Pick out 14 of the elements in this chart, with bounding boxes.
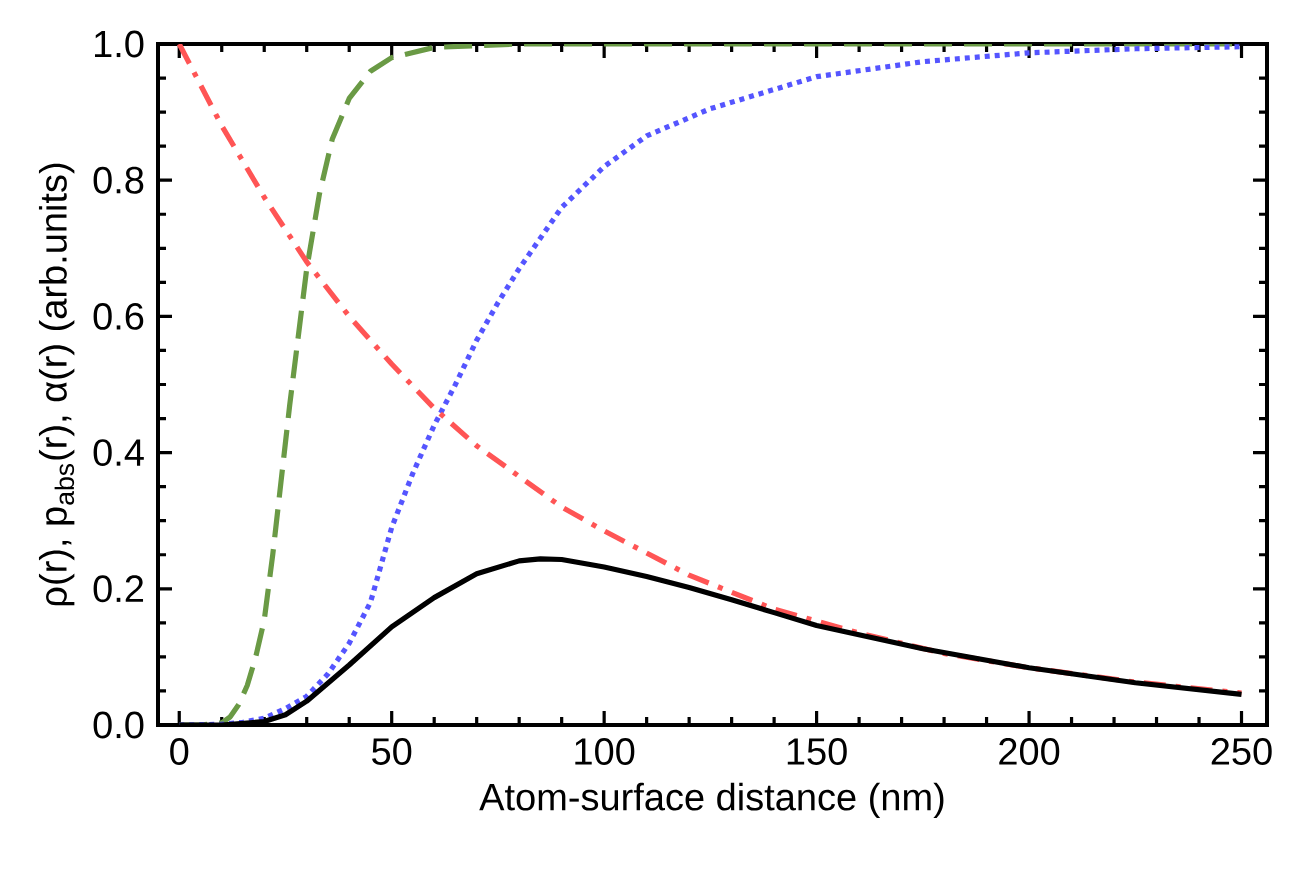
y-tick-label: 1.0 [95,30,144,58]
x-tick-label: 200 [999,738,1060,765]
x-axis-title: Atom-surface distance (nm) [479,782,944,819]
x-tick-label: 0 [170,738,189,765]
y-axis-title: ρ(r), p$_{abs}$(r), α(r) (arb.units) [38,163,75,606]
x-tick-label: 100 [575,738,635,765]
x-tick-label: 50 [372,738,412,765]
y-tick-label: 0.6 [93,302,144,330]
y-tick-label: 0.4 [93,439,144,467]
y-tick-label: 0.8 [93,166,144,194]
x-tick-label: 250 [1211,738,1272,765]
y-tick-label: 0.2 [93,575,144,603]
y-tick-label: 0.0 [93,711,144,739]
x-tick-label: 150 [787,738,847,765]
